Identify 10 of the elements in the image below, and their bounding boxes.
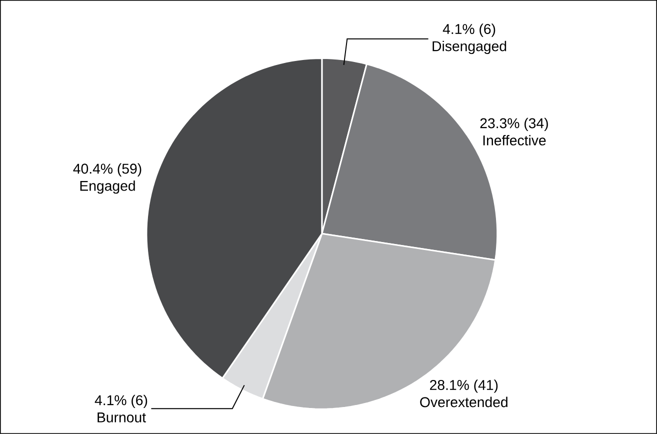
slice-label: Burnout: [98, 412, 146, 422]
data-label: 40.4% (59): [73, 163, 142, 177]
data-label: 23.3% (34): [480, 118, 548, 132]
slice-label: Overextended: [420, 396, 508, 408]
slice-label: Ineffective: [483, 135, 546, 146]
data-label: 4.1% (6): [442, 24, 496, 37]
data-label: 4.1% (6): [94, 394, 148, 408]
slice-label: Engaged: [80, 180, 135, 194]
slice-label: Disengaged: [432, 40, 506, 54]
data-label: 28.1% (41): [430, 380, 498, 393]
